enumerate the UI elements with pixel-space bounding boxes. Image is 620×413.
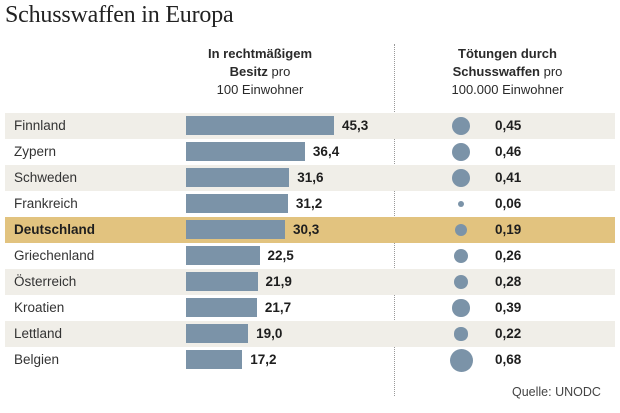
- country-label: Deutschland: [14, 222, 96, 237]
- country-label: Belgien: [14, 352, 60, 367]
- table-row: Kroatien 21,7 0,39: [5, 295, 615, 321]
- ownership-value: 22,5: [267, 248, 294, 263]
- ownership-value: 45,3: [342, 118, 369, 133]
- country-label: Frankreich: [14, 196, 78, 211]
- homicide-bubble: [452, 169, 470, 187]
- ownership-bar: [186, 116, 334, 135]
- bar-header-line: Besitz pro: [229, 64, 291, 79]
- source-note: Quelle: UNODC: [512, 385, 601, 399]
- ownership-bar: [186, 220, 285, 239]
- country-label: Schweden: [14, 170, 78, 185]
- ownership-value: 17,2: [250, 352, 277, 367]
- bubble-header-line: 100.000 Einwohner: [451, 82, 564, 97]
- homicide-value: 0,39: [495, 300, 522, 315]
- bar-header-bold: In rechtmäßigem: [207, 46, 313, 61]
- ownership-value: 31,6: [297, 170, 324, 185]
- ownership-value: 30,3: [292, 222, 320, 237]
- homicide-value: 0,19: [495, 222, 522, 237]
- homicide-value: 0,46: [495, 144, 522, 159]
- homicide-value: 0,22: [495, 326, 522, 341]
- bubble-header-line: Schusswaffen pro: [452, 64, 563, 79]
- table-row: Finnland 45,3 0,45: [5, 113, 615, 139]
- country-label: Finnland: [14, 118, 66, 133]
- ownership-bar: [186, 272, 258, 291]
- homicide-bubble: [453, 248, 469, 264]
- ownership-bar: [186, 324, 249, 343]
- homicide-value: 0,68: [495, 352, 522, 367]
- table-row: Zypern 36,4 0,46: [5, 139, 615, 165]
- homicide-bubble: [451, 116, 471, 136]
- homicide-value: 0,06: [495, 196, 522, 211]
- homicide-bubble: [453, 274, 469, 290]
- ownership-bar: [186, 246, 260, 265]
- bar-column-header: In rechtmäßigem Besitz pro 100 Einwohner: [170, 45, 350, 99]
- country-label: Kroatien: [14, 300, 65, 315]
- homicide-value: 0,41: [495, 170, 522, 185]
- ownership-value: 21,9: [265, 274, 292, 289]
- country-label: Zypern: [14, 144, 57, 159]
- homicide-value: 0,28: [495, 274, 522, 289]
- table-row: Lettland 19,0 0,22: [5, 321, 615, 347]
- ownership-value: 19,0: [256, 326, 283, 341]
- ownership-value: 21,7: [264, 300, 292, 315]
- bar-header-bold: Besitz: [229, 64, 268, 79]
- bubble-header-bold: Schusswaffen: [452, 64, 540, 79]
- table-row: Deutschland 30,3 0,19: [5, 217, 615, 243]
- homicide-value: 0,26: [495, 248, 522, 263]
- table-row: Frankreich 31,2 0,06: [5, 191, 615, 217]
- homicide-bubble: [454, 223, 468, 237]
- table-row: Österreich 21,9 0,28: [5, 269, 615, 295]
- bar-header-line: In rechtmäßigem: [170, 45, 350, 63]
- homicide-bubble: [451, 142, 471, 162]
- country-label: Griechenland: [14, 248, 95, 263]
- bubble-column-header: Tötungen durch Schusswaffen pro 100.000 Ei…: [420, 45, 595, 99]
- homicide-bubble: [449, 348, 473, 372]
- table-row: Griechenland 22,5 0,26: [5, 243, 615, 269]
- ownership-bar: [186, 194, 288, 213]
- homicide-bubble: [452, 299, 470, 317]
- homicide-value: 0,45: [495, 118, 522, 133]
- bar-header-line: 100 Einwohner: [216, 82, 304, 97]
- country-label: Lettland: [14, 326, 63, 341]
- homicide-bubble: [457, 200, 465, 208]
- ownership-value: 31,2: [295, 196, 323, 211]
- chart-title: Schusswaffen in Europa: [5, 2, 234, 28]
- bubble-header-line: Tötungen durch: [420, 45, 595, 63]
- ownership-value: 36,4: [312, 144, 340, 159]
- ownership-bar: [186, 298, 257, 317]
- table-row: Schweden 31,6 0,41: [5, 165, 615, 191]
- bubble-header-bold: Tötungen durch: [458, 46, 557, 61]
- ownership-bar: [186, 350, 243, 369]
- ownership-bar: [186, 168, 290, 187]
- table-row: Belgien 17,2 0,68: [5, 347, 615, 373]
- data-table: Finnland 45,3 0,45 Zypern 36,4 0,46 Schweden 31…: [5, 113, 615, 373]
- ownership-bar: [186, 142, 305, 161]
- country-label: Österreich: [14, 274, 77, 289]
- homicide-bubble: [454, 327, 468, 341]
